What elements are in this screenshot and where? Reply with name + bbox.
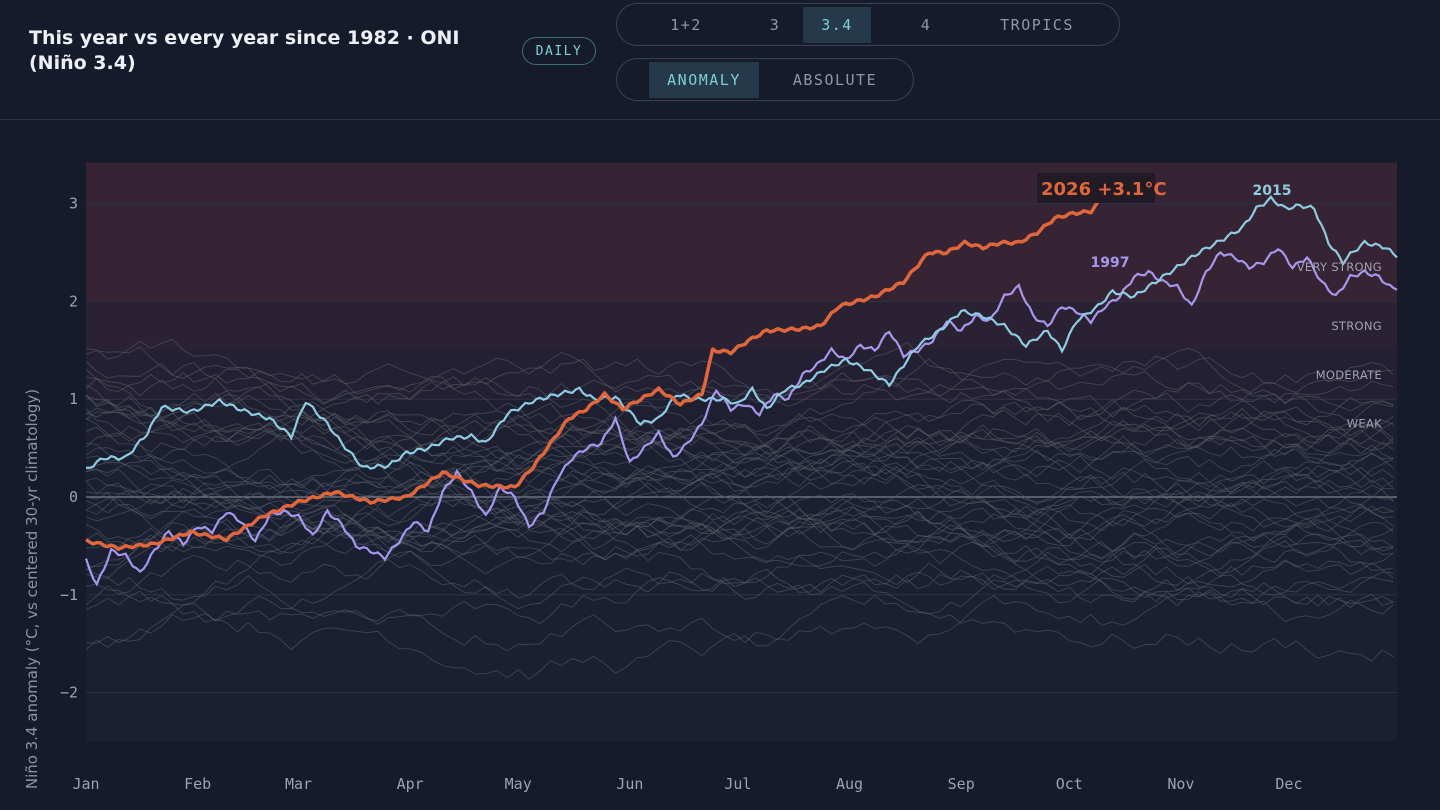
label-2015: 2015 (1253, 183, 1292, 199)
y-tick-label: 1 (69, 390, 78, 408)
band-moderate (86, 350, 1397, 400)
x-tick-label: Aug (836, 775, 863, 793)
history-line (85, 419, 1394, 606)
x-tick-label: Jan (72, 775, 99, 793)
page-title: This year vs every year since 1982 · ONI… (29, 27, 460, 74)
history-line (85, 400, 1394, 515)
tab-region-4[interactable]: 4 (920, 15, 932, 34)
highlighted-years (84, 195, 1398, 587)
history-line (85, 408, 1394, 490)
history-line (85, 416, 1394, 495)
history-line (85, 410, 1394, 485)
x-tick-label: Mar (285, 775, 312, 793)
history-line (85, 389, 1394, 579)
history-line (85, 452, 1394, 575)
series-line-1997 (84, 247, 1398, 587)
history-line (85, 395, 1394, 552)
tab-region-3[interactable]: 3 (769, 15, 781, 34)
history-line (85, 455, 1394, 531)
history-line (85, 374, 1394, 489)
intensity-bands (86, 162, 1397, 741)
history-line (85, 400, 1394, 522)
history-line (85, 369, 1394, 491)
y-tick-label: 0 (69, 488, 78, 506)
history-line (85, 502, 1394, 556)
header-bar: This year vs every year since 1982 · ONI… (0, 0, 1440, 120)
x-tick-label: Jun (616, 775, 643, 793)
label-current: 2026 +3.1°C (1041, 179, 1167, 200)
label-1997: 1997 (1091, 255, 1130, 271)
y-tick-label: 2 (69, 292, 78, 310)
anomaly-chart: 3 2 1 0 −1 −2 Jan Feb Mar Apr May Jun Jul Aug Sep Oct No… (23, 162, 1398, 793)
tab-region-tropics[interactable]: TROPICS (1000, 15, 1074, 34)
x-tick-label: Oct (1056, 775, 1083, 793)
tab-anomaly[interactable]: ANOMALY (649, 61, 759, 98)
x-tick-label: Dec (1275, 775, 1302, 793)
history-line (85, 505, 1394, 651)
band-label: MODERATE (1316, 368, 1382, 382)
history-line (85, 518, 1394, 606)
y-tick-label: −2 (60, 684, 78, 702)
current-label-bg (1037, 173, 1155, 203)
history-line (85, 447, 1394, 578)
mode-selector: ANOMALY ABSOLUTE (616, 58, 914, 101)
x-tick-label: May (505, 775, 532, 793)
history-line (85, 465, 1394, 644)
band-label: WEAK (1347, 417, 1382, 431)
band-very-strong (86, 162, 1397, 302)
history-line (85, 346, 1394, 574)
band-label: VERY STRONG (1297, 260, 1382, 274)
history-line (85, 394, 1394, 565)
history-line (85, 410, 1394, 510)
tab-region-3-4[interactable]: 3.4 (803, 6, 871, 43)
y-axis-label: Niño 3.4 anomaly (°C, vs centered 30-yr … (23, 389, 41, 789)
tab-absolute[interactable]: ABSOLUTE (792, 70, 878, 89)
history-line (85, 484, 1394, 550)
history-line (85, 482, 1394, 607)
x-tick-label: Nov (1167, 775, 1194, 793)
history-line (85, 514, 1394, 606)
history-line (85, 408, 1394, 588)
history-line (85, 347, 1394, 419)
tab-region-1-2[interactable]: 1+2 (670, 15, 702, 34)
daily-badge[interactable]: DAILY (522, 37, 596, 65)
band-label: STRONG (1331, 319, 1382, 333)
x-tick-label: Apr (397, 775, 424, 793)
history-line (85, 407, 1394, 623)
region-selector: 1+2 3 3.4 4 TROPICS (616, 3, 1120, 46)
history-line (85, 376, 1394, 506)
history-line (85, 394, 1394, 563)
history-line (85, 568, 1394, 652)
y-tick-label: 3 (69, 195, 78, 213)
series-line-2015 (85, 195, 1398, 470)
series-line-current (85, 197, 1103, 552)
band-strong (86, 301, 1397, 351)
x-tick-label: Feb (184, 775, 211, 793)
x-tick-label: Sep (948, 775, 975, 793)
y-tick-label: −1 (60, 586, 78, 604)
x-tick-label: Jul (724, 775, 751, 793)
chart-labels: VERY STRONG STRONG MODERATE WEAK 2015 1997 202… (1037, 173, 1382, 431)
